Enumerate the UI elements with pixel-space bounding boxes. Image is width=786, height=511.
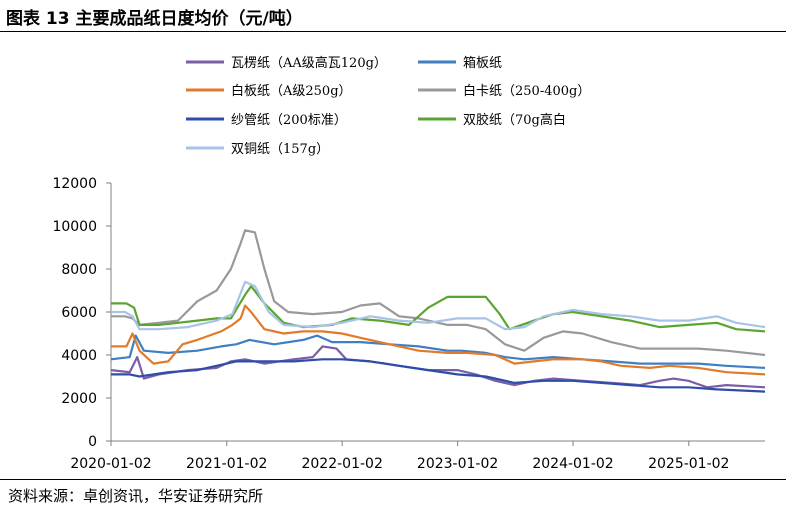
source-rule <box>0 479 786 480</box>
legend-label-3: 白卡纸（250-400g） <box>463 83 590 99</box>
x-tick-label: 2020-01-02 <box>70 456 151 472</box>
source-note: 资料来源：卓创资讯，华安证券研究所 <box>8 487 264 505</box>
series-lines <box>110 229 766 393</box>
x-tick-label: 2024-01-02 <box>532 456 613 472</box>
x-tick-label: 2021-01-02 <box>186 456 267 472</box>
legend-label-4: 纱管纸（200标准） <box>231 113 347 128</box>
axes: 0 2000 4000 6000 8000 10000 12000 2020-01-02 202… <box>52 176 765 472</box>
y-tick-label: 4000 <box>61 348 97 364</box>
legend-label-5: 双胶纸（70g高白 <box>463 112 566 128</box>
series-line-5 <box>111 285 766 333</box>
y-tick-label: 0 <box>88 434 97 450</box>
x-tick-label: 2025-01-02 <box>648 456 729 472</box>
title-rule <box>0 31 786 32</box>
legend-label-6: 双铜纸（157g） <box>231 142 329 157</box>
legend-label-0: 瓦楞纸（AA级高瓦120g） <box>231 55 387 71</box>
y-tick-label: 8000 <box>61 262 97 278</box>
legend-label-1: 箱板纸 <box>463 55 502 71</box>
series-line-3 <box>111 229 766 357</box>
series-line-4 <box>111 358 766 393</box>
series-line-2 <box>111 304 766 376</box>
x-tick-label: 2023-01-02 <box>417 456 498 472</box>
series-line-6 <box>111 280 766 331</box>
y-tick-label: 6000 <box>61 305 97 321</box>
y-tick-label: 2000 <box>61 391 97 407</box>
y-tick-label: 12000 <box>52 176 97 192</box>
y-tick-label: 10000 <box>52 219 97 235</box>
legend-label-2: 白板纸（A级250g） <box>231 83 352 99</box>
figure-title: 图表 13 主要成品纸日度均价（元/吨） <box>6 9 303 29</box>
x-tick-label: 2022-01-02 <box>301 456 382 472</box>
